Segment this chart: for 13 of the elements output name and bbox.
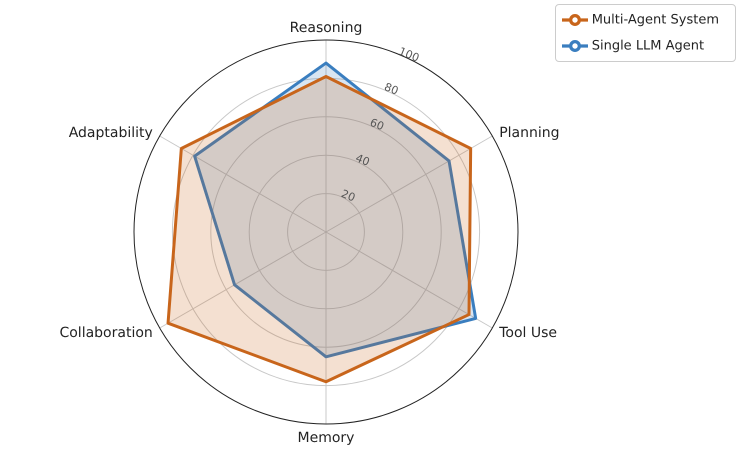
y-tick-label: 60 — [368, 116, 386, 134]
spoke-label: Tool Use — [498, 324, 558, 341]
legend-label: Multi-Agent System — [592, 12, 719, 28]
spoke-label: Memory — [298, 430, 354, 446]
spoke-label: Reasoning — [290, 20, 362, 36]
y-tick-label: 20 — [339, 187, 358, 204]
legend-label: Single LLM Agent — [592, 38, 704, 54]
spoke-label: Collaboration — [59, 324, 153, 341]
y-tick-label: 40 — [354, 152, 372, 169]
y-tick-label: 80 — [382, 80, 400, 98]
spoke-label: Adaptability — [68, 124, 153, 141]
y-tick-label: 100 — [396, 44, 422, 65]
spoke-label: Planning — [499, 124, 560, 141]
